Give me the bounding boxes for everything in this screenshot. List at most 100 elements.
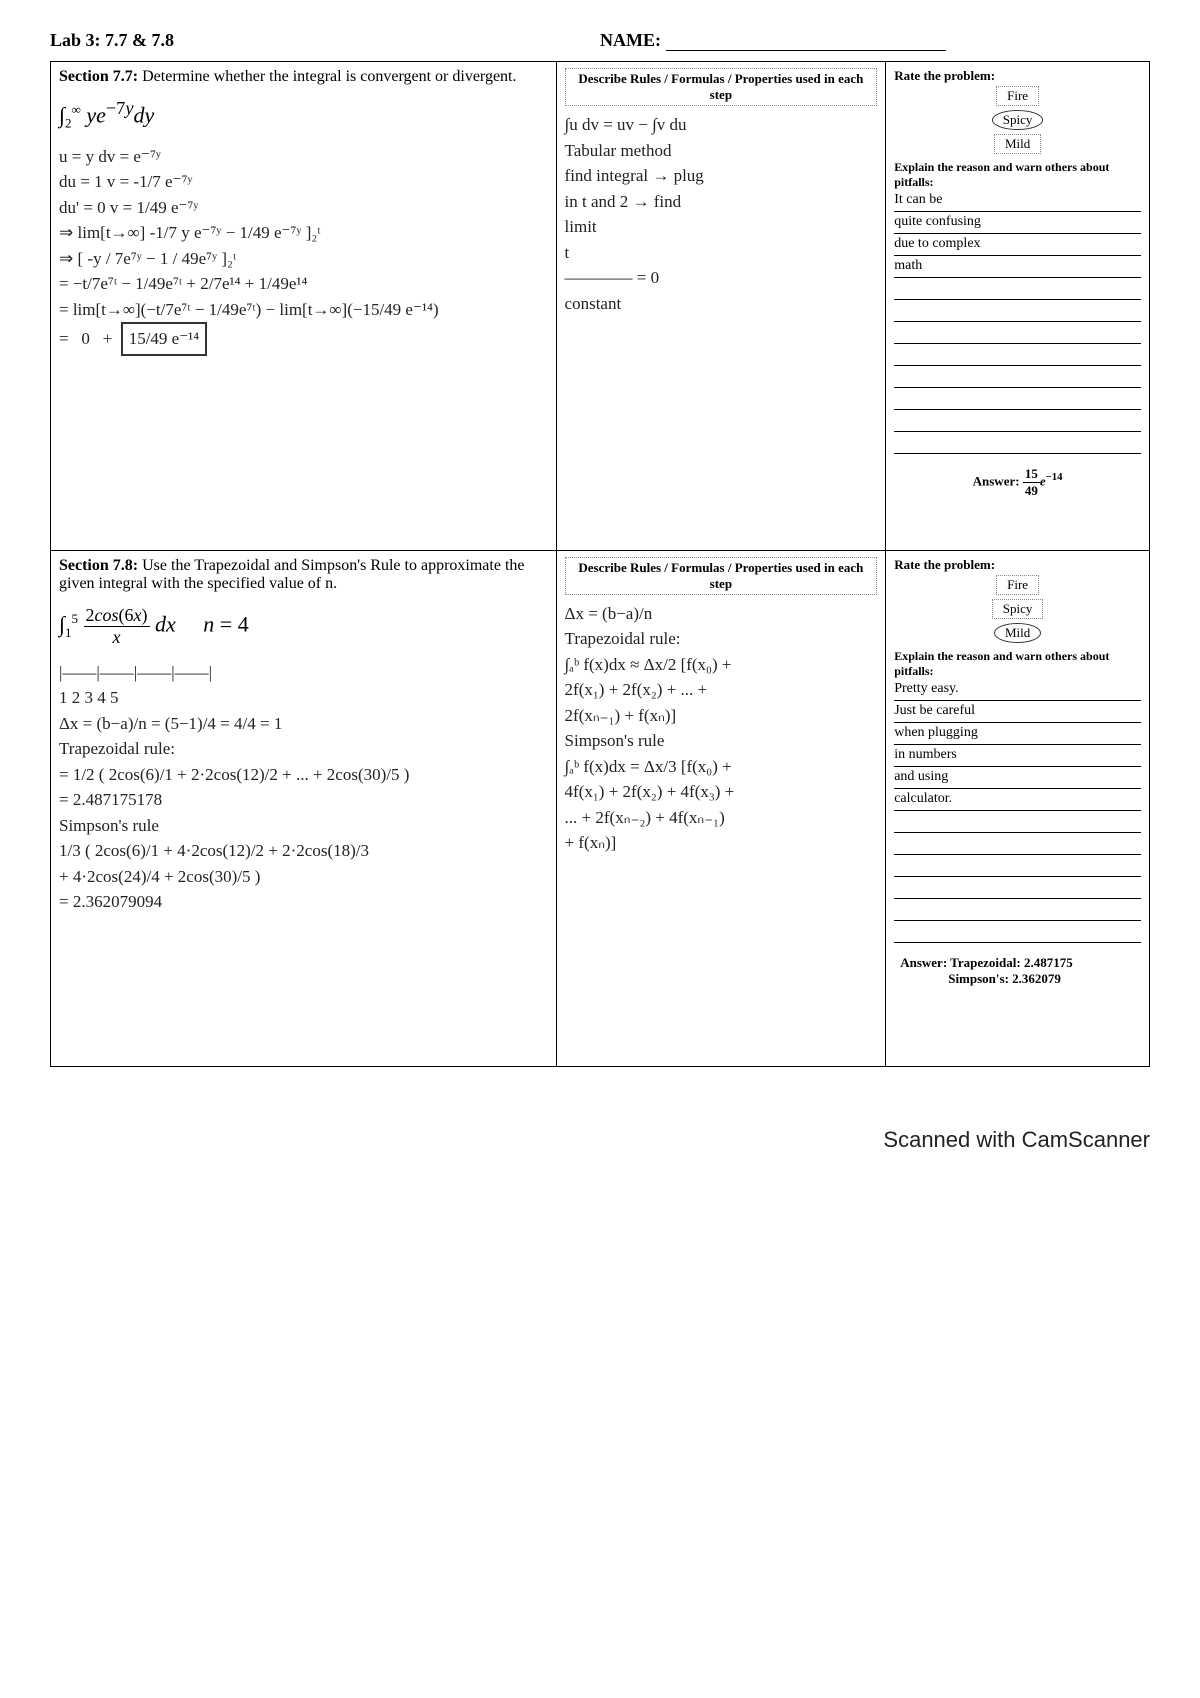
section-78-row: Section 7.8: Use the Trapezoidal and Sim… [51, 550, 1150, 1066]
handwritten-line: = 0 + 15/49 e⁻¹⁴ [59, 322, 548, 356]
handwritten-line: 4f(x₁) + 2f(x₂) + 4f(x₃) + [565, 779, 878, 805]
handwritten-line: = −t/7e⁷ᵗ − 1/49e⁷ᵗ + 2/7e¹⁴ + 1/49e¹⁴ [59, 271, 548, 297]
handwritten-line: 2f(x₁) + 2f(x₂) + ... + [565, 677, 878, 703]
answer-2-line2: Simpson's: 2.362079 [900, 971, 1061, 986]
explain-lines-2: Pretty easy.Just be carefulwhen plugging… [894, 679, 1141, 943]
explain-line [894, 410, 1141, 432]
handwritten-line: ———— = 0 [565, 265, 878, 291]
explain-line [894, 322, 1141, 344]
explain-line: due to complex [894, 234, 1141, 256]
handwritten-line: ⇒ [ -y / 7e⁷ʸ − 1 / 49e⁷ʸ ]₂ᵗ [59, 246, 548, 272]
explain-line [894, 899, 1141, 921]
rating-option: Fire [996, 86, 1039, 106]
handwritten-line: du' = 0 v = 1/49 e⁻⁷ʸ [59, 195, 548, 221]
answer-label-2: Answer: [900, 955, 950, 970]
answer-2-line1: Trapezoidal: 2.487175 [950, 955, 1073, 970]
handwritten-line: Simpson's rule [59, 813, 548, 839]
rules-header-1: Describe Rules / Formulas / Properties u… [565, 68, 878, 106]
rating-option: Spicy [992, 599, 1044, 619]
handwritten-line: + 4·2cos(24)/4 + 2cos(30)/5 ) [59, 864, 548, 890]
section-77-handwork: u = y dv = e⁻⁷ʸdu = 1 v = -1/7 e⁻⁷ʸdu' =… [59, 144, 548, 544]
rating-option: Spicy [992, 110, 1044, 130]
handwritten-line: find integral → plug [565, 163, 878, 189]
rating-option: Mild [994, 134, 1041, 154]
handwritten-line: Trapezoidal rule: [565, 626, 878, 652]
section-77-prompt-text: Determine whether the integral is conver… [138, 68, 516, 85]
explain-header-2: Explain the reason and warn others about… [894, 649, 1141, 679]
handwritten-line: Δx = (b−a)/n [565, 601, 878, 627]
worksheet-table: Section 7.7: Determine whether the integ… [50, 61, 1150, 1067]
ratings-2: Fire Spicy Mild [894, 573, 1141, 645]
handwritten-line: = lim[t→∞](−t/7e⁷ᵗ − 1/49e⁷ᵗ) − lim[t→∞]… [59, 297, 548, 323]
explain-line: and using [894, 767, 1141, 789]
handwritten-line: Trapezoidal rule: [59, 736, 548, 762]
explain-line [894, 366, 1141, 388]
explain-line: quite confusing [894, 212, 1141, 234]
section-78-title: Section 7.8: [59, 557, 138, 574]
name-field: NAME: [600, 30, 1150, 51]
page-header: Lab 3: 7.7 & 7.8 NAME: [50, 30, 1150, 51]
handwritten-line: = 1/2 ( 2cos(6)/1 + 2·2cos(12)/2 + ... +… [59, 762, 548, 788]
handwritten-line: ⇒ lim[t→∞] -1/7 y e⁻⁷ʸ − 1/49 e⁻⁷ʸ ]₂ᵗ [59, 220, 548, 246]
explain-line [894, 877, 1141, 899]
section-77-integral: ∫2∞ ye−7ydy [59, 98, 548, 132]
section-78-rate-cell: Rate the problem: FireSpicyMild Explain … [886, 550, 1150, 1066]
explain-line [894, 388, 1141, 410]
handwritten-line: ∫ₐᵇ f(x)dx ≈ Δx/2 [f(x₀) + [565, 652, 878, 678]
explain-line: when plugging [894, 723, 1141, 745]
handwritten-line: Simpson's rule [565, 728, 878, 754]
handwritten-line: Δx = (b−a)/n = (5−1)/4 = 4/4 = 1 [59, 711, 548, 737]
explain-line [894, 921, 1141, 943]
explain-line: math [894, 256, 1141, 278]
handwritten-line: |——|——|——|——| [59, 660, 548, 686]
handwritten-line: ∫u dv = uv − ∫v du [565, 112, 878, 138]
handwritten-line: = 2.362079094 [59, 889, 548, 915]
name-label: NAME: [600, 30, 661, 50]
explain-line [894, 300, 1141, 322]
answer-2: Answer: Trapezoidal: 2.487175 Simpson's:… [894, 955, 1141, 987]
section-77-row: Section 7.7: Determine whether the integ… [51, 62, 1150, 551]
explain-line [894, 811, 1141, 833]
explain-line [894, 278, 1141, 300]
handwritten-line: Tabular method [565, 138, 878, 164]
section-78-work-cell: Section 7.8: Use the Trapezoidal and Sim… [51, 550, 557, 1066]
handwritten-line: ∫ₐᵇ f(x)dx = Δx/3 [f(x₀) + [565, 754, 878, 780]
section-78-handwork: |——|——|——|——| 1 2 3 4 5Δx = (b−a)/n = (5… [59, 660, 548, 1060]
lab-title: Lab 3: 7.7 & 7.8 [50, 30, 600, 51]
rating-option: Mild [994, 623, 1041, 643]
handwritten-line: 2f(xₙ₋₁) + f(xₙ)] [565, 703, 878, 729]
handwritten-line: limit [565, 214, 878, 240]
section-78-prompt: Section 7.8: Use the Trapezoidal and Sim… [59, 557, 548, 593]
explain-header-1: Explain the reason and warn others about… [894, 160, 1141, 190]
name-blank-line [666, 50, 946, 51]
section-77-rules-cell: Describe Rules / Formulas / Properties u… [556, 62, 886, 551]
handwritten-line: du = 1 v = -1/7 e⁻⁷ʸ [59, 169, 548, 195]
handwritten-line: 1/3 ( 2cos(6)/1 + 4·2cos(12)/2 + 2·2cos(… [59, 838, 548, 864]
section-77-title: Section 7.7: [59, 68, 138, 85]
explain-lines-1: It can bequite confusingdue to complexma… [894, 190, 1141, 454]
rules-header-2: Describe Rules / Formulas / Properties u… [565, 557, 878, 595]
handwritten-line: constant [565, 291, 878, 317]
rate-header-1: Rate the problem: [894, 68, 1141, 84]
handwritten-line: in t and 2 → find [565, 189, 878, 215]
ratings-1: Fire Spicy Mild [894, 84, 1141, 156]
explain-line [894, 344, 1141, 366]
answer-label-1: Answer: [973, 473, 1023, 488]
explain-line: calculator. [894, 789, 1141, 811]
handwritten-line: t [565, 240, 878, 266]
section-77-rate-cell: Rate the problem: Fire Spicy Mild Explain … [886, 62, 1150, 551]
handwritten-line: + f(xₙ)] [565, 830, 878, 856]
rating-option: Fire [996, 575, 1039, 595]
explain-line: Pretty easy. [894, 679, 1141, 701]
explain-line [894, 432, 1141, 454]
section-77-work-cell: Section 7.7: Determine whether the integ… [51, 62, 557, 551]
explain-line: in numbers [894, 745, 1141, 767]
handwritten-line: u = y dv = e⁻⁷ʸ [59, 144, 548, 170]
section-78-rules-handwork: Δx = (b−a)/nTrapezoidal rule:∫ₐᵇ f(x)dx … [565, 601, 878, 856]
section-78-rules-cell: Describe Rules / Formulas / Properties u… [556, 550, 886, 1066]
handwritten-line: = 2.487175178 [59, 787, 548, 813]
explain-line [894, 855, 1141, 877]
explain-line: It can be [894, 190, 1141, 212]
section-78-integral: ∫15 2cos(6x)x dx n = 4 [59, 605, 548, 648]
section-77-rules-handwork: ∫u dv = uv − ∫v duTabular methodfind int… [565, 112, 878, 316]
